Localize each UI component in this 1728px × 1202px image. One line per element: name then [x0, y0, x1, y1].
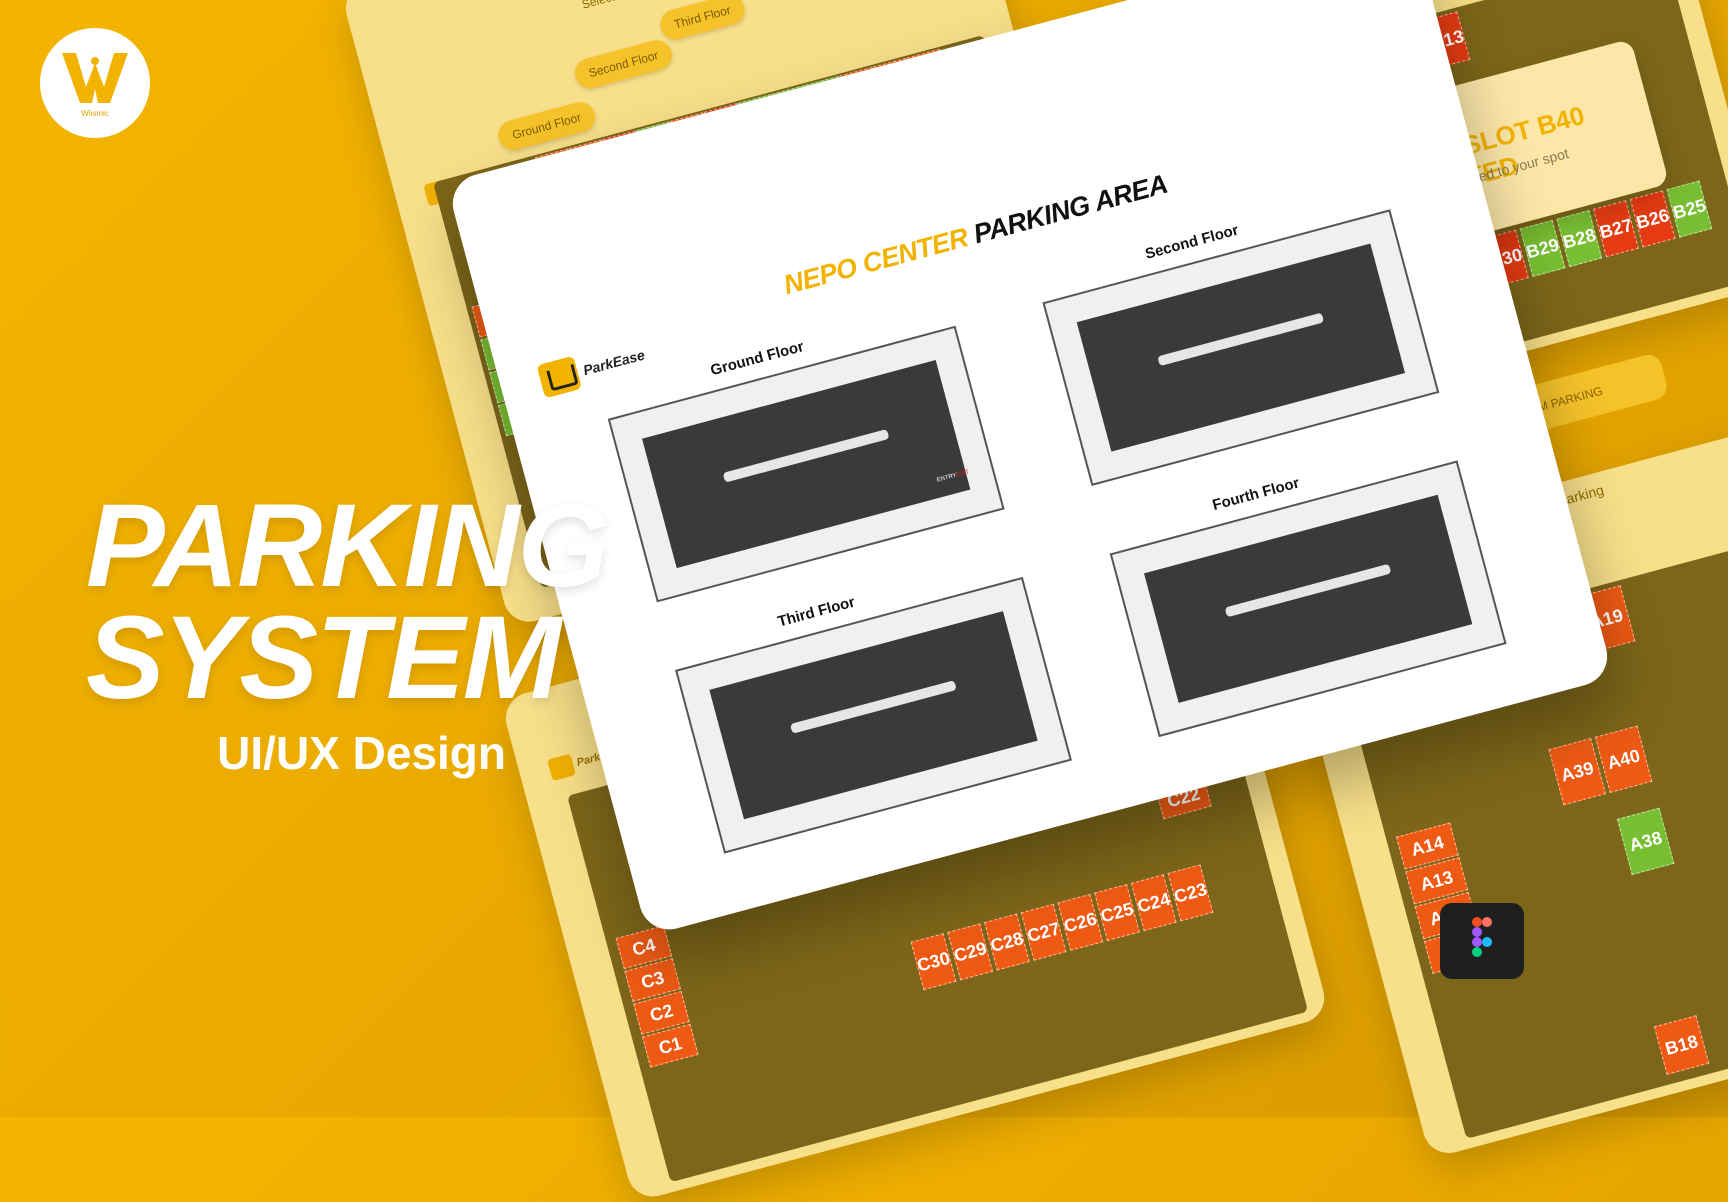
floor-label: Fourth Floor: [1210, 474, 1302, 514]
road: [1076, 243, 1406, 452]
floor-label: Ground Floor: [708, 338, 806, 380]
hero-title-line1: PARKING: [86, 480, 609, 612]
road: [642, 360, 971, 569]
floor-label: Second Floor: [1143, 221, 1241, 263]
road: [1143, 494, 1473, 703]
parkease-logo: ParkEase: [536, 338, 648, 399]
floor-label: Third Floor: [775, 593, 857, 631]
parkease-text: ParkEase: [581, 346, 647, 379]
hero-title-line2: SYSTEM: [86, 592, 561, 724]
tab-third-floor[interactable]: Third Floor: [656, 0, 748, 43]
brand-name: Wiismic: [81, 108, 109, 118]
hero-subtitle: UI/UX Design: [217, 727, 506, 779]
title-main: PARKING AREA: [970, 168, 1171, 250]
figma-icon: [1472, 917, 1492, 957]
parkease-icon: [547, 753, 576, 782]
hero: PARKING SYSTEM UI/UX Design: [86, 487, 609, 779]
hero-title: PARKING SYSTEM: [86, 487, 609, 717]
road: [709, 611, 1038, 820]
floor-map-ground: Ground Floor ENTRY EXIT: [607, 325, 1005, 603]
select-slot-heading: Select Parking Slot: [580, 0, 682, 12]
title-accent: NEPO CENTER: [780, 222, 972, 301]
brand-logo: Wiismic: [40, 28, 150, 138]
parking-area-title: NEPO CENTER PARKING AREA: [780, 169, 1171, 301]
parkease-icon: [536, 355, 583, 399]
w-logo-icon: [62, 52, 128, 103]
floor-map-second: Second Floor: [1042, 209, 1440, 486]
tab-second-floor[interactable]: Second Floor: [571, 36, 676, 92]
floor-map-third: Third Floor: [675, 576, 1072, 854]
figma-badge: [1440, 903, 1524, 979]
floor-map-fourth: Fourth Floor: [1109, 460, 1507, 738]
